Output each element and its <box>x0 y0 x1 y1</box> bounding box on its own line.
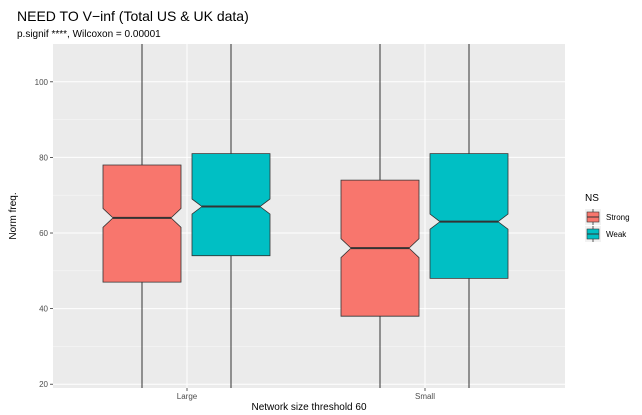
y-axis: 20 40 60 80 100 <box>35 78 53 389</box>
legend-label: Weak <box>606 230 627 239</box>
x-axis-title: Network size threshold 60 <box>251 402 366 413</box>
y-tick-label: 80 <box>39 153 48 162</box>
boxes <box>102 44 509 388</box>
x-tick-label: Small <box>415 392 435 401</box>
legend-label: Strong <box>606 213 630 222</box>
box-weak <box>191 153 271 257</box>
y-axis-title: Norm freq. <box>8 192 19 239</box>
legend: NS Strong Weak <box>585 193 630 242</box>
legend-key-strong <box>585 209 601 225</box>
x-axis: Large Small <box>177 388 435 401</box>
y-tick-label: 100 <box>35 78 49 87</box>
box-strong <box>102 164 182 283</box>
chart-title: NEED TO V−inf (Total US & UK data) <box>17 8 249 24</box>
x-tick-label: Large <box>177 392 198 401</box>
legend-key-weak <box>585 226 601 242</box>
y-tick-label: 60 <box>39 229 48 238</box>
y-tick-label: 40 <box>39 305 48 314</box>
box-weak <box>429 153 509 279</box>
chart-subtitle: p.signif ****, Wilcoxon = 0.00001 <box>17 29 161 40</box>
y-tick-label: 20 <box>39 380 48 389</box>
legend-title: NS <box>585 193 599 204</box>
